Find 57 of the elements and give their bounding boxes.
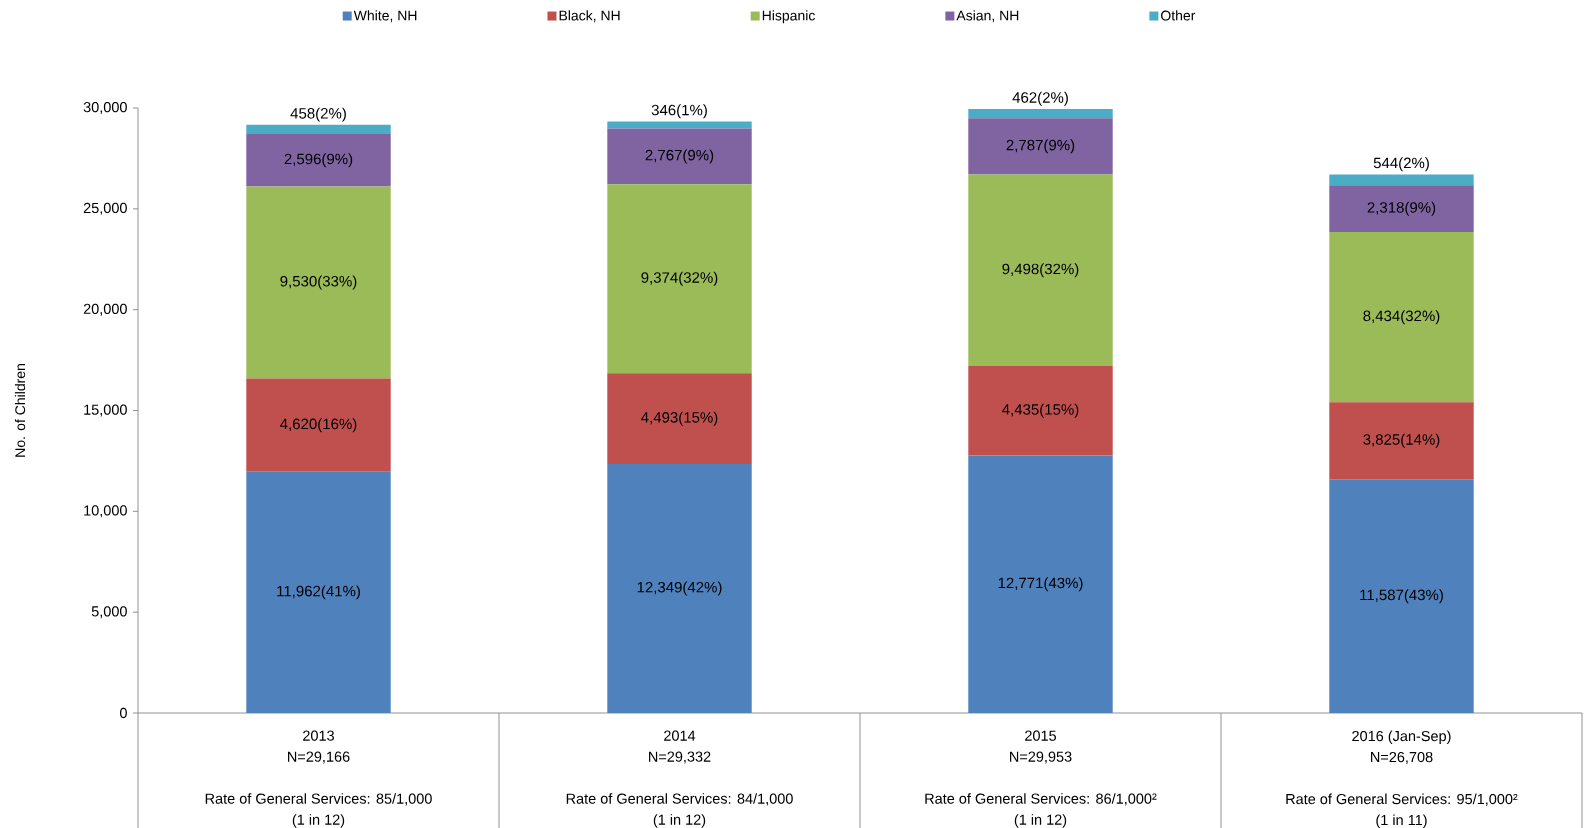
data-label: 4,493(15%) — [641, 411, 718, 426]
bar — [968, 108, 1113, 119]
data-label: 2,787(9%) — [1006, 139, 1075, 154]
category-label: 2015 N=29,953 Rate of General Services: 86/1,000² (1 in 12) — [925, 730, 1157, 828]
data-label: 4,435(15%) — [1002, 403, 1079, 418]
data-label: 462(2%) — [1012, 91, 1068, 106]
bar — [246, 186, 391, 379]
bar — [246, 471, 391, 713]
legend-label: Other — [1161, 10, 1196, 21]
y-tick-label: 25,000 — [83, 202, 127, 215]
data-label: 4,620(16%) — [280, 418, 357, 433]
bar — [607, 121, 752, 129]
data-label: 9,498(32%) — [1002, 263, 1079, 278]
y-tick-label: 30,000 — [83, 102, 127, 114]
y-axis-title: No. of Children — [14, 364, 26, 457]
y-tick-label: 5,000 — [91, 606, 127, 619]
data-label: 3,825(14%) — [1363, 433, 1440, 448]
data-label: 11,962(41%) — [277, 585, 360, 600]
legend-label: White, NH — [353, 10, 417, 23]
bar — [246, 378, 391, 472]
bar — [607, 128, 752, 185]
legend-label: Black, NH — [559, 10, 620, 23]
bar — [246, 134, 391, 187]
data-label: 2,596(9%) — [284, 153, 353, 168]
y-tick-label: 15,000 — [84, 404, 127, 417]
data-label: 8,434(32%) — [1363, 310, 1440, 325]
data-label: 2,767(9%) — [645, 149, 714, 164]
data-label: 544(2%) — [1373, 157, 1429, 172]
data-label: 458(2%) — [290, 107, 346, 122]
data-label: 9,530(33%) — [280, 275, 357, 290]
bar — [607, 184, 752, 374]
bar — [1329, 232, 1474, 403]
data-label: 12,771(43%) — [998, 577, 1083, 592]
data-label: 2,318(9%) — [1367, 201, 1436, 216]
bar — [1329, 185, 1474, 233]
legend-label: Hispanic — [762, 10, 815, 24]
category-label: 2016 (Jan-Sep) N=26,708 Rate of General Services: 95/1,000² (1 in 11) — [1286, 730, 1518, 828]
data-label: 11,587(43%) — [1360, 589, 1443, 604]
bar — [968, 174, 1113, 367]
bar — [1329, 174, 1474, 186]
bar — [1329, 402, 1474, 480]
category-label: 2014 N=29,332 Rate of General Services: 84/1,000 (1 in 12) — [566, 730, 793, 828]
data-label: 346(1%) — [651, 104, 707, 119]
bar — [968, 118, 1113, 175]
bar — [968, 455, 1113, 713]
bar — [1329, 479, 1474, 713]
category-label: 2013 N=29,166 Rate of General Services: 85/1,000 (1 in 12) — [205, 730, 432, 828]
bar — [968, 366, 1113, 456]
bar — [607, 373, 752, 464]
y-tick-label: 20,000 — [83, 303, 127, 316]
legend-label: Asian, NH — [956, 10, 1019, 23]
y-tick-label: 0 — [119, 707, 127, 719]
data-label: 12,349(42%) — [637, 581, 722, 596]
bar — [246, 124, 391, 135]
y-tick-label: 10,000 — [84, 505, 127, 518]
bar — [607, 463, 752, 713]
data-label: 9,374(32%) — [641, 271, 718, 286]
